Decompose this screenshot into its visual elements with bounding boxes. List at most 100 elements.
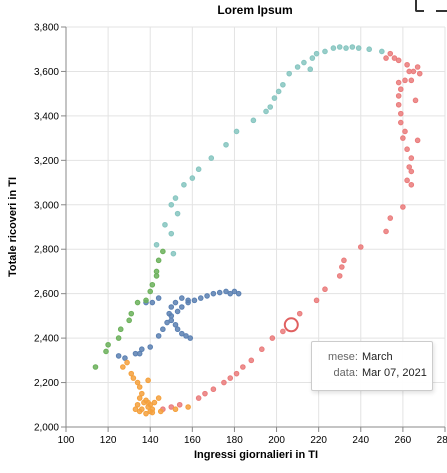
data-point-red[interactable] xyxy=(408,77,415,84)
data-point-teal[interactable] xyxy=(275,88,282,95)
data-point-red[interactable] xyxy=(202,390,208,397)
data-point-orange[interactable] xyxy=(124,359,130,366)
data-point-orange[interactable] xyxy=(143,410,149,417)
data-point-teal[interactable] xyxy=(153,241,160,248)
data-point-red[interactable] xyxy=(400,135,406,141)
data-point-red[interactable] xyxy=(397,119,404,126)
data-point-blue[interactable] xyxy=(155,333,162,339)
data-point-teal[interactable] xyxy=(313,50,320,57)
data-point-orange[interactable] xyxy=(185,404,191,410)
data-point-green[interactable] xyxy=(155,257,162,264)
data-point-teal[interactable] xyxy=(280,81,286,88)
data-point-orange[interactable] xyxy=(145,377,151,384)
data-point-green[interactable] xyxy=(126,317,132,324)
data-point-blue[interactable] xyxy=(187,335,194,341)
data-point-red[interactable] xyxy=(400,204,406,210)
data-point-red[interactable] xyxy=(322,286,328,293)
data-point-red[interactable] xyxy=(313,297,320,304)
data-point-orange[interactable] xyxy=(120,364,126,370)
data-point-orange[interactable] xyxy=(136,408,143,415)
data-point-blue[interactable] xyxy=(210,290,217,297)
data-point-red[interactable] xyxy=(395,57,402,64)
data-point-green[interactable] xyxy=(92,364,99,370)
data-point-teal[interactable] xyxy=(208,155,215,161)
data-point-blue[interactable] xyxy=(155,295,162,301)
data-point-red[interactable] xyxy=(176,401,183,408)
data-point-red[interactable] xyxy=(221,379,227,386)
data-point-blue[interactable] xyxy=(122,355,128,361)
data-point-red[interactable] xyxy=(296,310,303,317)
data-point-teal[interactable] xyxy=(309,55,316,61)
highlighted-point[interactable] xyxy=(283,317,299,333)
data-point-green[interactable] xyxy=(117,326,124,333)
data-point-blue[interactable] xyxy=(179,295,185,301)
data-point-teal[interactable] xyxy=(330,45,337,51)
data-point-red[interactable] xyxy=(357,244,364,250)
data-point-blue[interactable] xyxy=(172,321,179,328)
data-point-teal[interactable] xyxy=(168,201,175,208)
data-point-blue[interactable] xyxy=(147,344,154,350)
data-point-orange[interactable] xyxy=(132,406,139,413)
data-point-blue[interactable] xyxy=(168,304,175,310)
data-point-teal[interactable] xyxy=(301,59,307,66)
data-point-red[interactable] xyxy=(404,61,410,68)
data-point-red[interactable] xyxy=(397,110,404,117)
data-point-red[interactable] xyxy=(227,375,234,381)
data-point-red[interactable] xyxy=(233,370,240,377)
data-point-blue[interactable] xyxy=(168,317,175,324)
data-point-blue[interactable] xyxy=(191,297,198,304)
data-point-blue[interactable] xyxy=(136,350,143,357)
data-point-teal[interactable] xyxy=(174,210,181,217)
data-point-red[interactable] xyxy=(259,346,265,353)
data-point-teal[interactable] xyxy=(379,48,385,55)
data-point-teal[interactable] xyxy=(195,166,202,173)
data-point-teal[interactable] xyxy=(223,141,229,148)
data-point-teal[interactable] xyxy=(349,44,356,50)
data-point-green[interactable] xyxy=(103,348,109,355)
data-point-red[interactable] xyxy=(210,386,217,393)
data-point-green[interactable] xyxy=(153,273,160,279)
data-point-green[interactable] xyxy=(128,310,135,317)
data-point-teal[interactable] xyxy=(307,66,314,73)
data-point-orange[interactable] xyxy=(155,395,162,401)
data-point-red[interactable] xyxy=(408,181,415,188)
data-point-red[interactable] xyxy=(402,128,408,135)
data-point-orange[interactable] xyxy=(134,379,141,386)
data-point-blue[interactable] xyxy=(174,326,181,333)
data-point-red[interactable] xyxy=(408,168,415,175)
data-point-red[interactable] xyxy=(387,215,394,221)
data-point-orange[interactable] xyxy=(139,390,145,397)
data-point-red[interactable] xyxy=(341,257,347,264)
data-point-blue[interactable] xyxy=(139,346,145,353)
data-point-red[interactable] xyxy=(404,146,410,153)
data-point-red[interactable] xyxy=(414,64,421,70)
data-point-orange[interactable] xyxy=(128,370,135,377)
data-point-teal[interactable] xyxy=(294,64,301,70)
data-point-teal[interactable] xyxy=(322,48,328,55)
data-point-green[interactable] xyxy=(105,341,111,348)
data-point-blue[interactable] xyxy=(166,310,172,317)
data-point-red[interactable] xyxy=(395,79,402,86)
data-point-blue[interactable] xyxy=(231,288,238,295)
data-point-blue[interactable] xyxy=(174,308,181,315)
data-point-red[interactable] xyxy=(383,228,389,235)
data-point-red[interactable] xyxy=(240,364,246,370)
data-point-teal[interactable] xyxy=(168,230,175,237)
data-point-red[interactable] xyxy=(269,335,276,341)
data-point-red[interactable] xyxy=(280,328,286,335)
data-point-green[interactable] xyxy=(143,297,149,304)
data-point-red[interactable] xyxy=(383,55,389,61)
data-point-teal[interactable] xyxy=(250,117,257,124)
data-point-teal[interactable] xyxy=(170,250,177,257)
data-point-orange[interactable] xyxy=(151,399,158,406)
data-point-blue[interactable] xyxy=(223,288,229,295)
data-point-teal[interactable] xyxy=(172,195,179,201)
data-point-green[interactable] xyxy=(153,268,160,275)
data-point-blue[interactable] xyxy=(164,319,170,326)
data-point-red[interactable] xyxy=(395,101,402,108)
data-point-green[interactable] xyxy=(134,299,141,306)
data-point-blue[interactable] xyxy=(179,304,185,310)
data-point-orange[interactable] xyxy=(145,404,151,410)
data-point-blue[interactable] xyxy=(227,290,234,297)
data-point-teal[interactable] xyxy=(366,46,373,53)
